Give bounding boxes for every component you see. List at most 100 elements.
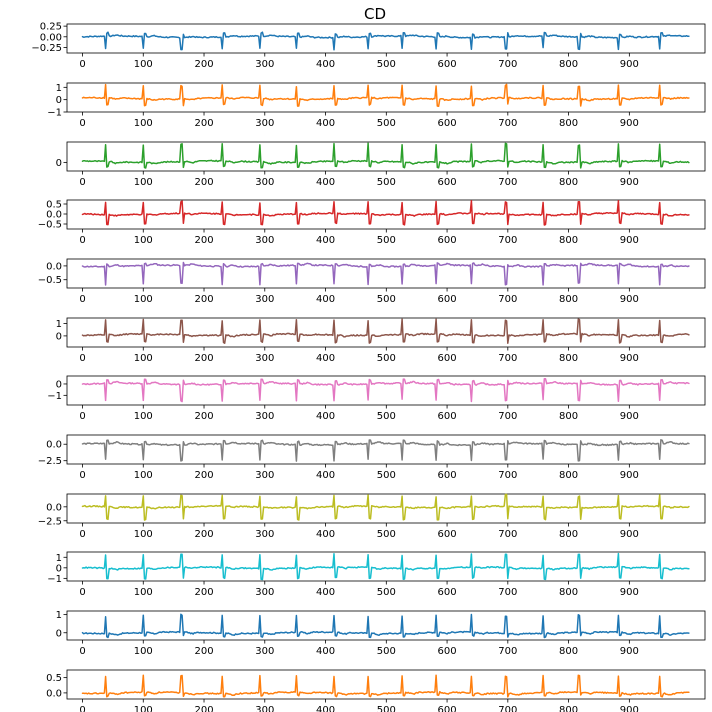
x-tick-label: 900	[620, 529, 639, 540]
x-tick-label: 900	[620, 646, 639, 657]
y-tick-label: −0.5	[38, 275, 62, 286]
x-tick-label: 500	[377, 470, 396, 481]
x-tick-label: 300	[255, 118, 274, 129]
x-tick-label: 400	[316, 59, 335, 70]
axes-frame	[66, 23, 706, 54]
x-tick-label: 100	[134, 177, 153, 188]
x-tick-label: 600	[438, 235, 457, 246]
y-tick-label: −0.25	[31, 43, 62, 54]
x-tick-label: 100	[134, 529, 153, 540]
y-tick-label: 1	[56, 553, 62, 564]
x-tick-label: 200	[194, 529, 213, 540]
y-tick-label: 0.0	[46, 688, 62, 699]
x-tick-label: 900	[620, 353, 639, 364]
x-tick-label: 600	[438, 294, 457, 305]
series-line-5	[81, 261, 690, 286]
panel-12: 0 100 200 300 400 500 600 700 800 900 0.5 0.0	[46, 669, 706, 712]
panel-4: 0 100 200 300 400 500 600 700 800 900 0.50.0−0.5	[38, 200, 706, 246]
y-tick-label: 0.0	[46, 261, 62, 272]
x-tick-label: 800	[559, 646, 578, 657]
x-tick-label: 300	[255, 353, 274, 364]
x-tick-label: 400	[316, 353, 335, 364]
x-tick-label: 500	[377, 294, 396, 305]
x-tick-label: 400	[316, 705, 335, 712]
x-tick-label: 500	[377, 529, 396, 540]
x-tick-label: 900	[620, 177, 639, 188]
x-tick-label: 800	[559, 411, 578, 422]
x-tick-label: 0	[79, 59, 85, 70]
panel-1: 0 100 200 300 400 500 600 700 800 900 0.250.00−0.2…	[31, 22, 706, 70]
x-tick-label: 0	[79, 646, 85, 657]
series-line-4	[81, 200, 690, 226]
x-tick-label: 700	[498, 235, 517, 246]
series-line-10	[81, 552, 690, 581]
x-tick-label: 0	[79, 411, 85, 422]
x-tick-label: 0	[79, 353, 85, 364]
y-tick-label: 0	[56, 158, 62, 169]
x-tick-label: 400	[316, 529, 335, 540]
x-tick-label: 400	[316, 470, 335, 481]
y-tick-label: −0.5	[38, 220, 62, 231]
x-tick-label: 900	[620, 294, 639, 305]
x-tick-label: 100	[134, 470, 153, 481]
axes-frame	[66, 258, 706, 289]
x-tick-label: 400	[316, 587, 335, 598]
panel-5: 0 100 200 300 400 500 600 700 800 900 0.0 −0.5	[38, 258, 706, 305]
x-tick-label: 100	[134, 59, 153, 70]
x-tick-label: 600	[438, 705, 457, 712]
axes-frame	[66, 141, 706, 172]
chart-title: CD	[364, 5, 386, 23]
x-tick-label: 900	[620, 587, 639, 598]
y-tick-label: −2.5	[38, 456, 62, 467]
panels: 0 100 200 300 400 500 600 700 800 9000.250.00−0.2…	[31, 22, 706, 712]
x-tick-label: 600	[438, 470, 457, 481]
axes-frame	[66, 317, 706, 348]
y-tick-label: 0	[56, 331, 62, 342]
series-line-1	[81, 31, 690, 51]
x-tick-label: 600	[438, 587, 457, 598]
x-tick-label: 600	[438, 646, 457, 657]
x-tick-label: 900	[620, 118, 639, 129]
x-tick-label: 300	[255, 529, 274, 540]
x-tick-label: 100	[134, 411, 153, 422]
x-tick-label: 800	[559, 59, 578, 70]
x-tick-label: 900	[620, 235, 639, 246]
panel-3: 0 100 200 300 400 500 600 700 800 900 0	[56, 141, 706, 188]
y-tick-label: 0.0	[46, 502, 62, 513]
x-tick-label: 900	[620, 470, 639, 481]
x-tick-label: 100	[134, 118, 153, 129]
series-line-6	[81, 318, 690, 344]
y-tick-label: −1	[47, 574, 62, 585]
x-tick-label: 600	[438, 353, 457, 364]
x-tick-label: 500	[377, 411, 396, 422]
x-tick-label: 700	[498, 59, 517, 70]
x-tick-label: 600	[438, 177, 457, 188]
x-tick-label: 200	[194, 587, 213, 598]
x-tick-label: 700	[498, 646, 517, 657]
x-tick-label: 0	[79, 705, 85, 712]
panel-8: 0 100 200 300 400 500 600 700 800 900 0.0 −2.5	[38, 434, 706, 481]
x-tick-label: 600	[438, 59, 457, 70]
y-tick-label: 0	[56, 563, 62, 574]
x-tick-label: 300	[255, 705, 274, 712]
y-tick-label: 0.0	[46, 440, 62, 451]
x-tick-label: 600	[438, 411, 457, 422]
x-tick-label: 600	[438, 118, 457, 129]
x-tick-label: 700	[498, 705, 517, 712]
x-tick-label: 800	[559, 470, 578, 481]
x-tick-label: 400	[316, 118, 335, 129]
x-tick-label: 300	[255, 235, 274, 246]
x-tick-label: 500	[377, 646, 396, 657]
x-tick-label: 100	[134, 294, 153, 305]
x-tick-label: 700	[498, 470, 517, 481]
x-tick-label: 0	[79, 470, 85, 481]
x-tick-label: 200	[194, 353, 213, 364]
series-line-12	[81, 674, 690, 698]
series-line-3	[81, 142, 690, 169]
x-tick-label: 300	[255, 294, 274, 305]
x-tick-label: 800	[559, 118, 578, 129]
y-tick-label: 0	[56, 95, 62, 106]
series-line-7	[81, 377, 690, 403]
